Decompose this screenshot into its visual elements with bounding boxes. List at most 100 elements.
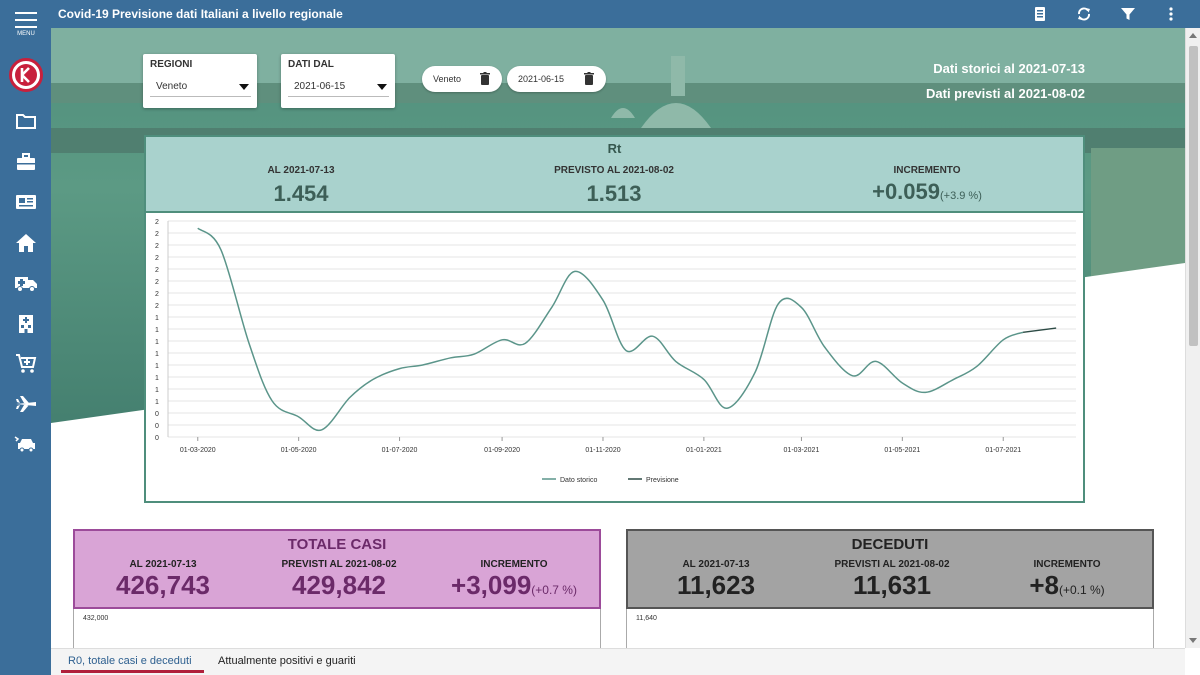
sidebar: MENU bbox=[0, 0, 51, 675]
chip-label: Veneto bbox=[433, 74, 462, 84]
y-tick-label: 1 bbox=[155, 339, 159, 346]
totale-casi-inc-value: +3,099(+0.7 %) bbox=[414, 570, 614, 601]
y-tick-label: 2 bbox=[155, 243, 159, 250]
totale-casi-inc-pct: (+0.7 %) bbox=[531, 583, 577, 597]
x-tick-label: 01-03-2021 bbox=[784, 447, 820, 454]
deceduti-inc-label: INCREMENTO bbox=[1033, 559, 1101, 570]
cart-add-icon[interactable] bbox=[14, 352, 38, 374]
totale-casi-al-value: 426,743 bbox=[116, 570, 210, 600]
x-tick-label: 01-07-2020 bbox=[382, 447, 418, 454]
vertical-scrollbar[interactable] bbox=[1185, 28, 1200, 648]
x-axis-ticks: 01-03-2020 01-05-2020 01-07-2020 01-09-2020… bbox=[180, 437, 1021, 454]
bottom-tab-bar: R0, totale casi e deceduti Attualmente p… bbox=[51, 648, 1185, 675]
y-axis-ticks: 2 2 2 2 2 2 2 2 1 1 1 1 1 1 1 1 0 0 0 bbox=[155, 219, 159, 442]
deceduti-inc-number: +8 bbox=[1029, 570, 1059, 600]
newspaper-icon[interactable] bbox=[14, 191, 38, 213]
notebook-icon[interactable] bbox=[1031, 5, 1049, 23]
y-tick-label: 2 bbox=[155, 291, 159, 298]
trash-icon[interactable] bbox=[584, 72, 594, 85]
airplane-icon[interactable] bbox=[14, 393, 38, 415]
deceduti-inc-pct: (+0.1 %) bbox=[1058, 583, 1105, 597]
y-tick-label: 1 bbox=[155, 399, 159, 406]
rt-al-value: 1.454 bbox=[273, 181, 329, 206]
rt-prev-label: PREVISTO AL 2021-08-02 bbox=[554, 165, 674, 176]
folder-icon[interactable] bbox=[14, 110, 38, 132]
x-tick-label: 01-05-2020 bbox=[281, 447, 317, 454]
y-tick-label: 2 bbox=[155, 267, 159, 274]
y-tick-label: 1 bbox=[155, 387, 159, 394]
deceduti-al-value: 11,623 bbox=[676, 570, 756, 600]
briefcase-icon[interactable] bbox=[14, 151, 38, 173]
tab-attualmente-positivi-guariti[interactable]: Attualmente positivi e guariti bbox=[218, 655, 356, 667]
deceduti-inc-value: +8(+0.1 %) bbox=[967, 570, 1167, 601]
totale-casi-al-label: AL 2021-07-13 bbox=[129, 559, 197, 570]
rt-inc-label: INCREMENTO bbox=[893, 165, 961, 176]
top-app-bar: Covid-19 Previsione dati Italiani a live… bbox=[0, 0, 1200, 28]
totale-casi-inc-label: INCREMENTO bbox=[480, 559, 548, 570]
filter-icon[interactable] bbox=[1119, 5, 1137, 23]
deceduti-al-label: AL 2021-07-13 bbox=[682, 559, 750, 570]
filter-chip-region[interactable]: Veneto bbox=[422, 66, 502, 92]
totale-casi-header: TOTALE CASI AL 2021-07-13 426,743 PREVIS… bbox=[73, 529, 601, 609]
main-content: REGIONI Veneto DATI DAL 2021-06-15 Venet… bbox=[51, 28, 1185, 648]
series-line-dato-storico bbox=[197, 227, 1024, 432]
refresh-icon[interactable] bbox=[1075, 5, 1093, 23]
region-dropdown-label: REGIONI bbox=[150, 59, 193, 70]
date-dropdown[interactable]: DATI DAL 2021-06-15 bbox=[281, 54, 395, 108]
region-dropdown[interactable]: REGIONI Veneto bbox=[143, 54, 257, 108]
y-tick-label: 1 bbox=[155, 375, 159, 382]
active-tab-indicator bbox=[61, 670, 204, 673]
menu-button[interactable]: MENU bbox=[11, 12, 41, 42]
x-tick-label: 01-01-2021 bbox=[686, 447, 722, 454]
hospital-icon[interactable] bbox=[14, 312, 38, 334]
scroll-up-arrow-icon[interactable] bbox=[1189, 33, 1197, 38]
app-logo bbox=[9, 58, 43, 92]
totale-casi-prev-value: 429,842 bbox=[292, 570, 386, 600]
rt-line-chart: 2 2 2 2 2 2 2 2 1 1 1 1 1 1 1 1 0 0 0 01-03-2020 01-05-2020… bbox=[155, 219, 1076, 484]
rt-card: Rt AL 2021-07-13 1.454 PREVISTO AL 2021-… bbox=[144, 135, 1085, 503]
rt-title: Rt bbox=[607, 141, 622, 156]
scroll-down-arrow-icon[interactable] bbox=[1189, 638, 1197, 643]
y-tick-label: 1 bbox=[155, 327, 159, 334]
x-tick-label: 01-05-2021 bbox=[884, 447, 920, 454]
x-tick-label: 01-07-2021 bbox=[985, 447, 1021, 454]
y-tick-label: 0 bbox=[155, 423, 159, 430]
y-tick-label: 2 bbox=[155, 231, 159, 238]
legend-label: Dato storico bbox=[560, 477, 597, 484]
deceduti-card: DECEDUTI AL 2021-07-13 11,623 PREVISTI A… bbox=[626, 529, 1154, 648]
y-tick-label: 1 bbox=[155, 363, 159, 370]
home-icon[interactable] bbox=[14, 232, 38, 254]
chip-label: 2021-06-15 bbox=[518, 74, 565, 84]
scroll-thumb[interactable] bbox=[1189, 46, 1198, 346]
deceduti-axis-top: 11,640 bbox=[636, 615, 657, 622]
rt-al-label: AL 2021-07-13 bbox=[267, 165, 335, 176]
x-tick-label: 01-11-2020 bbox=[585, 447, 620, 454]
totale-casi-axis-top: 432,000 bbox=[83, 615, 109, 622]
chart-grid bbox=[167, 220, 1076, 438]
series-line-previsione bbox=[1022, 327, 1057, 334]
tab-r0-totale-casi-deceduti[interactable]: R0, totale casi e deceduti bbox=[68, 655, 192, 667]
rt-inc-number: +0.059 bbox=[872, 179, 940, 204]
ambulance-icon[interactable] bbox=[14, 272, 38, 294]
totale-casi-title: TOTALE CASI bbox=[287, 536, 387, 553]
totale-casi-card: TOTALE CASI AL 2021-07-13 426,743 PREVIS… bbox=[73, 529, 601, 648]
chart-legend: Dato storico Previsione bbox=[542, 477, 679, 484]
historic-date-info: Dati storici al 2021-07-13 bbox=[933, 61, 1085, 76]
filter-chip-date[interactable]: 2021-06-15 bbox=[507, 66, 606, 92]
car-crash-icon[interactable] bbox=[14, 433, 38, 455]
menu-label: MENU bbox=[17, 31, 35, 37]
y-tick-label: 1 bbox=[155, 351, 159, 358]
forecast-date-info: Dati previsti al 2021-08-02 bbox=[926, 86, 1085, 101]
rt-card-header: Rt AL 2021-07-13 1.454 PREVISTO AL 2021-… bbox=[146, 137, 1083, 213]
deceduti-title: DECEDUTI bbox=[851, 536, 929, 553]
y-tick-label: 2 bbox=[155, 219, 159, 226]
chevron-down-icon bbox=[377, 84, 387, 90]
totale-casi-inc-number: +3,099 bbox=[451, 570, 532, 600]
y-tick-label: 0 bbox=[155, 435, 159, 442]
more-vert-icon[interactable] bbox=[1162, 5, 1180, 23]
x-tick-label: 01-09-2020 bbox=[484, 447, 520, 454]
deceduti-prev-label: PREVISTI AL 2021-08-02 bbox=[834, 559, 950, 570]
y-tick-label: 2 bbox=[155, 279, 159, 286]
trash-icon[interactable] bbox=[480, 72, 490, 85]
totale-casi-chart: 432,000 bbox=[73, 609, 601, 648]
